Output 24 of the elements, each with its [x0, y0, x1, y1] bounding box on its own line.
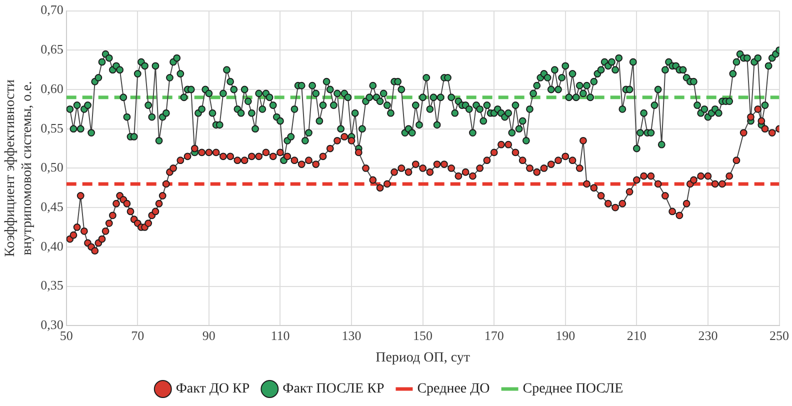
y-tick-label: 0,70 [40, 2, 64, 18]
x-tick-label: 130 [342, 328, 362, 343]
y-tick-label: 0,50 [40, 160, 64, 175]
y-tick-label: 0,45 [40, 198, 64, 214]
y-tick-label: 0,40 [40, 238, 64, 254]
x-tick-label: 210 [626, 328, 646, 343]
x-tick-label: 110 [270, 328, 290, 343]
x-axis-title: Период ОП, сут [376, 350, 470, 366]
y-tick-label: 0,65 [40, 42, 64, 57]
x-tick-label: 190 [556, 328, 576, 343]
x-tick-label: 250 [770, 328, 789, 343]
legend-label: Среднее ДО [417, 382, 490, 397]
legend-label: Факт ДО КР [176, 382, 250, 397]
x-tick-label: 230 [698, 328, 718, 343]
y-axis-title: Коэффициент эффективности внутрипомовой системы, о.е. [3, 79, 35, 257]
x-tick-label: 170 [484, 328, 504, 343]
x-tick-label: 150 [413, 328, 433, 343]
x-tick-label: 90 [202, 328, 216, 343]
y-tick-label: 0,60 [40, 80, 64, 96]
legend-label: Среднее ПОСЛЕ [522, 382, 624, 397]
y-tick-label: 0,35 [40, 278, 64, 293]
legend-label: Факт ПОСЛЕ КР [282, 382, 384, 397]
x-tick-label: 70 [131, 328, 144, 343]
y-tick-label: 0,55 [40, 120, 64, 136]
